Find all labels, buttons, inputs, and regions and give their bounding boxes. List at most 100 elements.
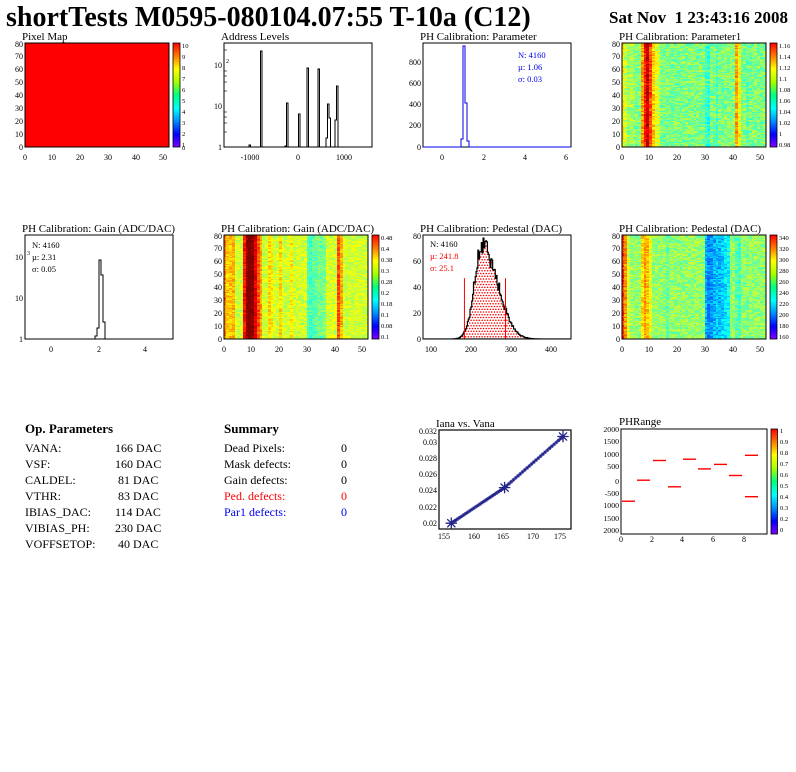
svg-text:0.98: 0.98 — [779, 142, 790, 149]
svg-text:50: 50 — [756, 345, 764, 354]
svg-text:6: 6 — [711, 535, 715, 544]
svg-text:0: 0 — [341, 505, 347, 519]
svg-text:Address Levels: Address Levels — [221, 31, 289, 43]
svg-text:70: 70 — [612, 52, 620, 61]
svg-text:1.1: 1.1 — [779, 76, 787, 83]
svg-text:80: 80 — [15, 40, 23, 49]
svg-text:0.026: 0.026 — [419, 470, 437, 479]
svg-text:20: 20 — [673, 153, 681, 162]
svg-text:2: 2 — [650, 535, 654, 544]
svg-text:PH Calibration: Gain (ADC/DAC): PH Calibration: Gain (ADC/DAC) — [22, 223, 175, 235]
svg-text:1: 1 — [218, 143, 222, 152]
svg-text:VIBIAS_PH:: VIBIAS_PH: — [25, 521, 90, 535]
svg-text:165: 165 — [497, 532, 509, 541]
svg-text:1: 1 — [19, 335, 23, 344]
svg-text:30: 30 — [701, 153, 709, 162]
svg-text:2: 2 — [182, 131, 185, 138]
svg-text:0: 0 — [417, 143, 421, 152]
svg-text:300: 300 — [779, 257, 789, 264]
svg-text:0: 0 — [615, 477, 619, 486]
svg-text:1.16: 1.16 — [779, 43, 791, 50]
svg-text:1: 1 — [780, 428, 783, 435]
svg-text:60: 60 — [612, 257, 620, 266]
svg-text:0.032: 0.032 — [419, 427, 437, 436]
svg-text:40: 40 — [413, 283, 421, 292]
svg-text:Iana vs. Vana: Iana vs. Vana — [436, 418, 495, 430]
svg-text:1500: 1500 — [603, 514, 619, 523]
svg-text:4: 4 — [680, 535, 684, 544]
svg-text:50: 50 — [214, 270, 222, 279]
svg-text:0.024: 0.024 — [419, 486, 437, 495]
svg-text:Op. Parameters: Op. Parameters — [25, 421, 113, 436]
svg-text:40: 40 — [729, 153, 737, 162]
svg-text:1000: 1000 — [603, 501, 619, 510]
svg-text:30: 30 — [15, 104, 23, 113]
svg-text:280: 280 — [779, 268, 789, 275]
svg-text:20: 20 — [214, 309, 222, 318]
svg-text:40: 40 — [214, 283, 222, 292]
svg-text:20: 20 — [612, 309, 620, 318]
svg-text:60: 60 — [612, 65, 620, 74]
svg-text:1000: 1000 — [336, 153, 352, 162]
svg-text:PH Calibration: Pedestal (DAC): PH Calibration: Pedestal (DAC) — [420, 223, 562, 235]
svg-text:10: 10 — [645, 153, 653, 162]
svg-text:0: 0 — [341, 457, 347, 471]
svg-text:340: 340 — [779, 235, 789, 242]
svg-text:83 DAC: 83 DAC — [118, 489, 158, 503]
svg-text:30: 30 — [701, 345, 709, 354]
svg-text:4: 4 — [143, 345, 147, 354]
svg-text:50: 50 — [612, 78, 620, 87]
svg-text:2: 2 — [482, 153, 486, 162]
svg-text:0: 0 — [440, 153, 444, 162]
svg-text:1.06: 1.06 — [779, 98, 791, 105]
svg-text:0: 0 — [780, 527, 783, 534]
svg-text:0.1: 0.1 — [381, 334, 389, 341]
svg-text:1000: 1000 — [603, 450, 619, 459]
svg-text:10: 10 — [247, 345, 255, 354]
svg-text:0.48: 0.48 — [381, 235, 392, 242]
svg-text:60: 60 — [413, 257, 421, 266]
svg-text:CALDEL:: CALDEL: — [25, 473, 76, 487]
svg-text:0.9: 0.9 — [780, 439, 788, 446]
svg-text:σ: 0.05: σ: 0.05 — [32, 264, 56, 274]
svg-text:7: 7 — [182, 76, 186, 83]
svg-text:10: 10 — [15, 253, 23, 262]
svg-text:0.2: 0.2 — [381, 290, 389, 297]
svg-text:80: 80 — [612, 40, 620, 49]
svg-text:40: 40 — [729, 345, 737, 354]
svg-text:160: 160 — [468, 532, 480, 541]
svg-text:50: 50 — [159, 153, 167, 162]
svg-text:40: 40 — [612, 283, 620, 292]
svg-text:0: 0 — [341, 473, 347, 487]
svg-text:30: 30 — [214, 296, 222, 305]
svg-text:0.03: 0.03 — [423, 438, 437, 447]
svg-text:0.38: 0.38 — [381, 257, 392, 264]
svg-text:0: 0 — [296, 153, 300, 162]
svg-text:400: 400 — [409, 100, 421, 109]
svg-text:500: 500 — [607, 462, 619, 471]
svg-text:0.1: 0.1 — [381, 312, 389, 319]
svg-text:20: 20 — [413, 309, 421, 318]
svg-text:0.028: 0.028 — [419, 454, 437, 463]
svg-text:N: 4160: N: 4160 — [32, 240, 60, 250]
svg-text:50: 50 — [15, 78, 23, 87]
svg-text:180: 180 — [779, 323, 789, 330]
svg-text:20: 20 — [15, 117, 23, 126]
svg-text:10: 10 — [182, 43, 189, 50]
svg-text:0.18: 0.18 — [381, 301, 392, 308]
svg-text:Mask defects:: Mask defects: — [224, 457, 291, 471]
svg-text:-1000: -1000 — [241, 153, 260, 162]
svg-text:30: 30 — [303, 345, 311, 354]
svg-text:10: 10 — [15, 130, 23, 139]
svg-text:50: 50 — [756, 153, 764, 162]
svg-text:5: 5 — [182, 98, 185, 105]
svg-text:µ: 2.31: µ: 2.31 — [32, 252, 56, 262]
svg-text:70: 70 — [214, 244, 222, 253]
svg-text:20: 20 — [275, 345, 283, 354]
svg-text:Pixel Map: Pixel Map — [22, 31, 68, 43]
svg-text:PH Calibration: Gain (ADC/DAC): PH Calibration: Gain (ADC/DAC) — [221, 223, 374, 235]
svg-text:1.02: 1.02 — [779, 120, 790, 127]
svg-text:320: 320 — [779, 246, 789, 253]
svg-text:155: 155 — [438, 532, 450, 541]
svg-text:40: 40 — [132, 153, 140, 162]
